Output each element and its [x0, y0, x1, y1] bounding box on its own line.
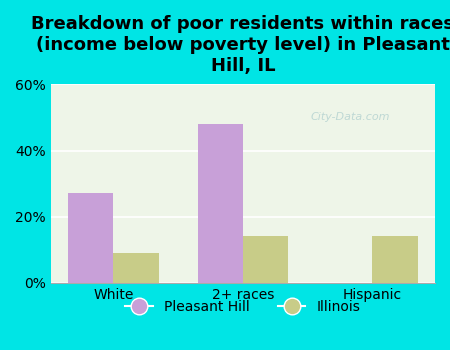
Legend: Pleasant Hill, Illinois: Pleasant Hill, Illinois: [120, 294, 366, 319]
Bar: [113, 253, 159, 283]
Bar: [243, 236, 288, 283]
Text: City-Data.com: City-Data.com: [310, 112, 390, 122]
Bar: [68, 194, 113, 283]
Title: Breakdown of poor residents within races
(income below poverty level) in Pleasan: Breakdown of poor residents within races…: [32, 15, 450, 75]
Bar: [372, 236, 418, 283]
Bar: [198, 124, 243, 283]
